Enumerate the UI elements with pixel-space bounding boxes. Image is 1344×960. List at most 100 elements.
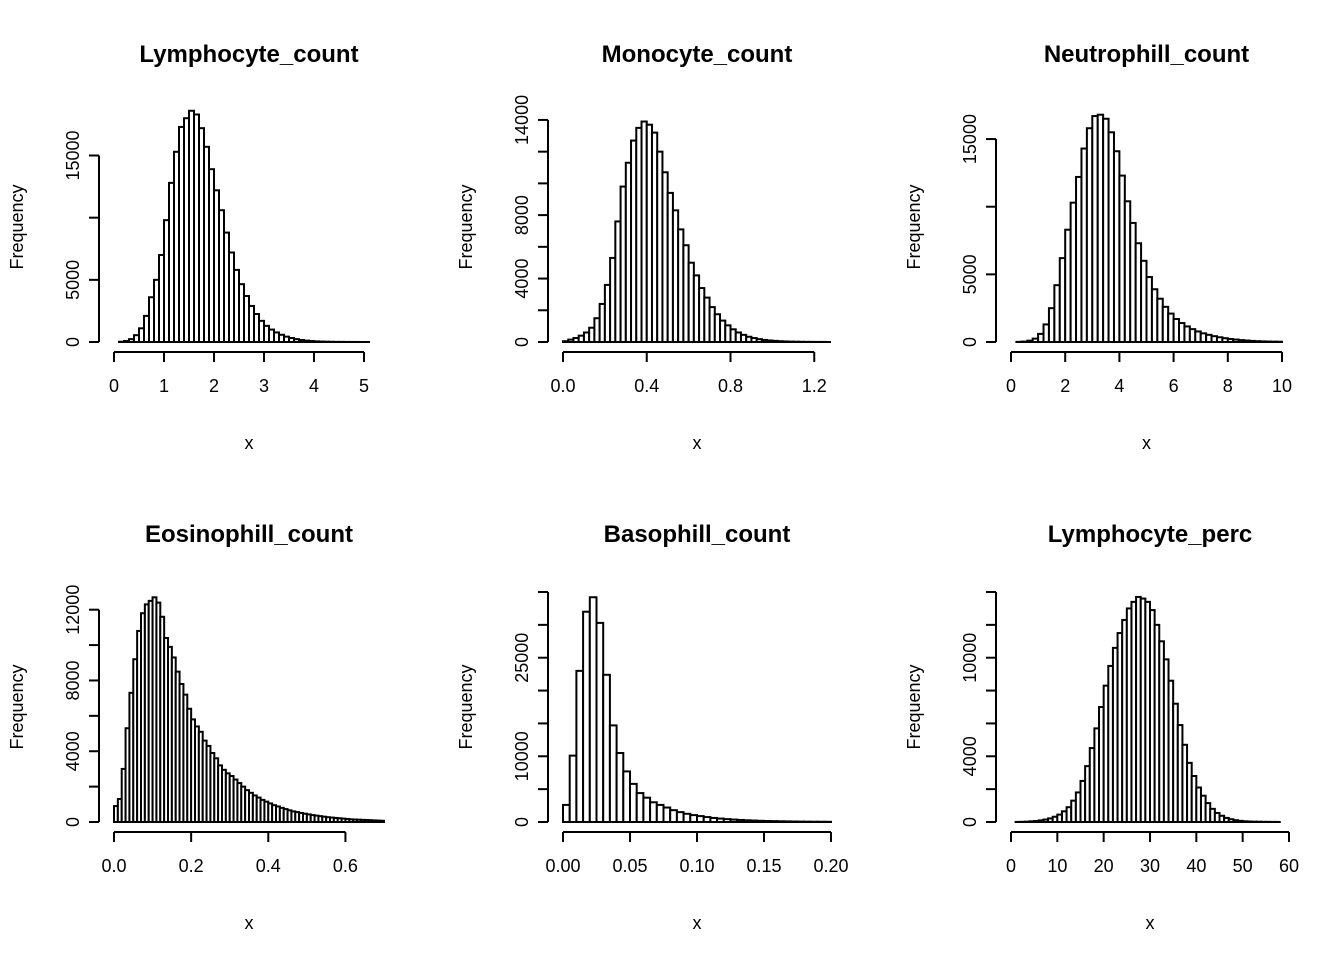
histogram-bar xyxy=(682,812,692,823)
y-tick-label: 0 xyxy=(512,817,532,827)
x-axis-label: x xyxy=(1142,433,1151,453)
x-axis-label: x xyxy=(693,433,702,453)
y-axis-label: Frequency xyxy=(456,664,476,749)
x-tick-label: 6 xyxy=(1169,376,1179,396)
y-axis-label: Frequency xyxy=(7,184,27,269)
x-tick-label: 1.2 xyxy=(802,376,827,396)
histogram-bar xyxy=(736,818,745,824)
y-tick-label: 25000 xyxy=(512,633,532,683)
histogram-bar xyxy=(742,819,752,823)
histogram-bar xyxy=(776,820,786,824)
x-tick-label: 0 xyxy=(109,376,119,396)
histogram-bar xyxy=(629,782,638,824)
x-tick-label: 0.15 xyxy=(746,856,781,876)
histogram-bar xyxy=(702,816,712,824)
y-tick-label: 8000 xyxy=(63,660,83,700)
histogram-bar xyxy=(595,621,605,824)
x-tick-label: 0.0 xyxy=(101,856,126,876)
x-tick-label: 10 xyxy=(1047,856,1067,876)
y-axis-label: Frequency xyxy=(904,184,924,269)
x-tick-label: 0.0 xyxy=(550,376,575,396)
histogram-bar xyxy=(669,809,678,823)
y-tick-label: 10000 xyxy=(512,731,532,781)
x-tick-label: 20 xyxy=(1094,856,1114,876)
x-tick-label: 0.4 xyxy=(256,856,281,876)
histogram-bar xyxy=(722,818,732,823)
histogram-bar xyxy=(696,815,705,824)
x-tick-label: 1 xyxy=(159,376,169,396)
histogram-bar xyxy=(769,820,779,824)
histogram-bar xyxy=(379,819,386,824)
y-tick-label: 10000 xyxy=(960,633,980,683)
histogram-bar xyxy=(649,801,658,823)
histogram-bar xyxy=(582,610,591,824)
x-axis-label: x xyxy=(245,433,254,453)
x-tick-label: 5 xyxy=(359,376,369,396)
histogram-bar xyxy=(709,816,719,823)
x-axis-label: x xyxy=(245,913,254,933)
y-axis-label: Frequency xyxy=(456,184,476,269)
histogram-bar xyxy=(756,819,765,824)
x-tick-label: 0.4 xyxy=(634,376,659,396)
y-tick-label: 15000 xyxy=(960,114,980,164)
x-tick-label: 0.8 xyxy=(718,376,743,396)
x-tick-label: 0.10 xyxy=(679,856,714,876)
histogram-bar xyxy=(588,596,598,824)
chart-title: Neutrophill_count xyxy=(1044,41,1249,68)
histogram-bar xyxy=(675,811,685,824)
histogram-bar xyxy=(575,669,585,823)
y-tick-label: 8000 xyxy=(512,195,532,235)
x-tick-label: 4 xyxy=(1114,376,1124,396)
x-tick-label: 40 xyxy=(1186,856,1206,876)
histogram-bar xyxy=(662,806,672,823)
y-axis-label: Frequency xyxy=(7,664,27,749)
x-tick-label: 2 xyxy=(1060,376,1070,396)
y-tick-label: 4000 xyxy=(512,259,532,299)
y-axis-label: Frequency xyxy=(904,664,924,749)
histogram-bar xyxy=(729,818,739,824)
y-tick-label: 0 xyxy=(512,337,532,347)
x-tick-label: 2 xyxy=(209,376,219,396)
x-tick-label: 0 xyxy=(1006,376,1016,396)
y-tick-label: 15000 xyxy=(63,130,83,180)
chart-title: Monocyte_count xyxy=(602,41,793,68)
x-tick-label: 0.6 xyxy=(333,856,358,876)
y-tick-label: 4000 xyxy=(960,736,980,776)
y-tick-label: 0 xyxy=(63,337,83,347)
histogram-bar xyxy=(783,820,792,823)
histogram-bar xyxy=(655,803,665,823)
histogram-bar xyxy=(615,752,625,823)
x-tick-label: 0.2 xyxy=(179,856,204,876)
y-tick-label: 4000 xyxy=(63,731,83,771)
y-tick-label: 12000 xyxy=(63,585,83,635)
x-tick-label: 10 xyxy=(1272,376,1292,396)
histogram-bar xyxy=(608,724,618,824)
chart-title: Basophill_count xyxy=(604,521,791,548)
histogram-bar xyxy=(716,817,725,824)
y-tick-label: 0 xyxy=(63,817,83,827)
histogram-bar xyxy=(635,792,645,824)
y-tick-label: 5000 xyxy=(960,254,980,294)
histogram-bar xyxy=(763,820,772,824)
y-tick-label: 0 xyxy=(960,337,980,347)
x-tick-label: 0.05 xyxy=(612,856,647,876)
x-tick-label: 0.20 xyxy=(813,856,848,876)
chart-title: Lymphocyte_count xyxy=(139,41,358,68)
histogram-bar xyxy=(562,803,571,823)
x-tick-label: 60 xyxy=(1279,856,1299,876)
histogram-bar xyxy=(689,814,698,823)
x-axis-label: x xyxy=(1146,913,1155,933)
x-tick-label: 8 xyxy=(1223,376,1233,396)
x-tick-label: 0.00 xyxy=(545,856,580,876)
histogram-bar xyxy=(568,754,578,824)
histogram-bar xyxy=(602,673,611,823)
y-tick-label: 5000 xyxy=(63,260,83,300)
chart-title: Eosinophill_count xyxy=(145,521,353,548)
histogram-bar xyxy=(749,819,759,823)
histogram-bar xyxy=(622,770,631,824)
x-tick-label: 50 xyxy=(1233,856,1253,876)
x-axis-label: x xyxy=(693,913,702,933)
histogram-bar xyxy=(642,796,652,824)
chart-title: Lymphocyte_perc xyxy=(1048,521,1253,548)
y-tick-label: 14000 xyxy=(512,95,532,145)
